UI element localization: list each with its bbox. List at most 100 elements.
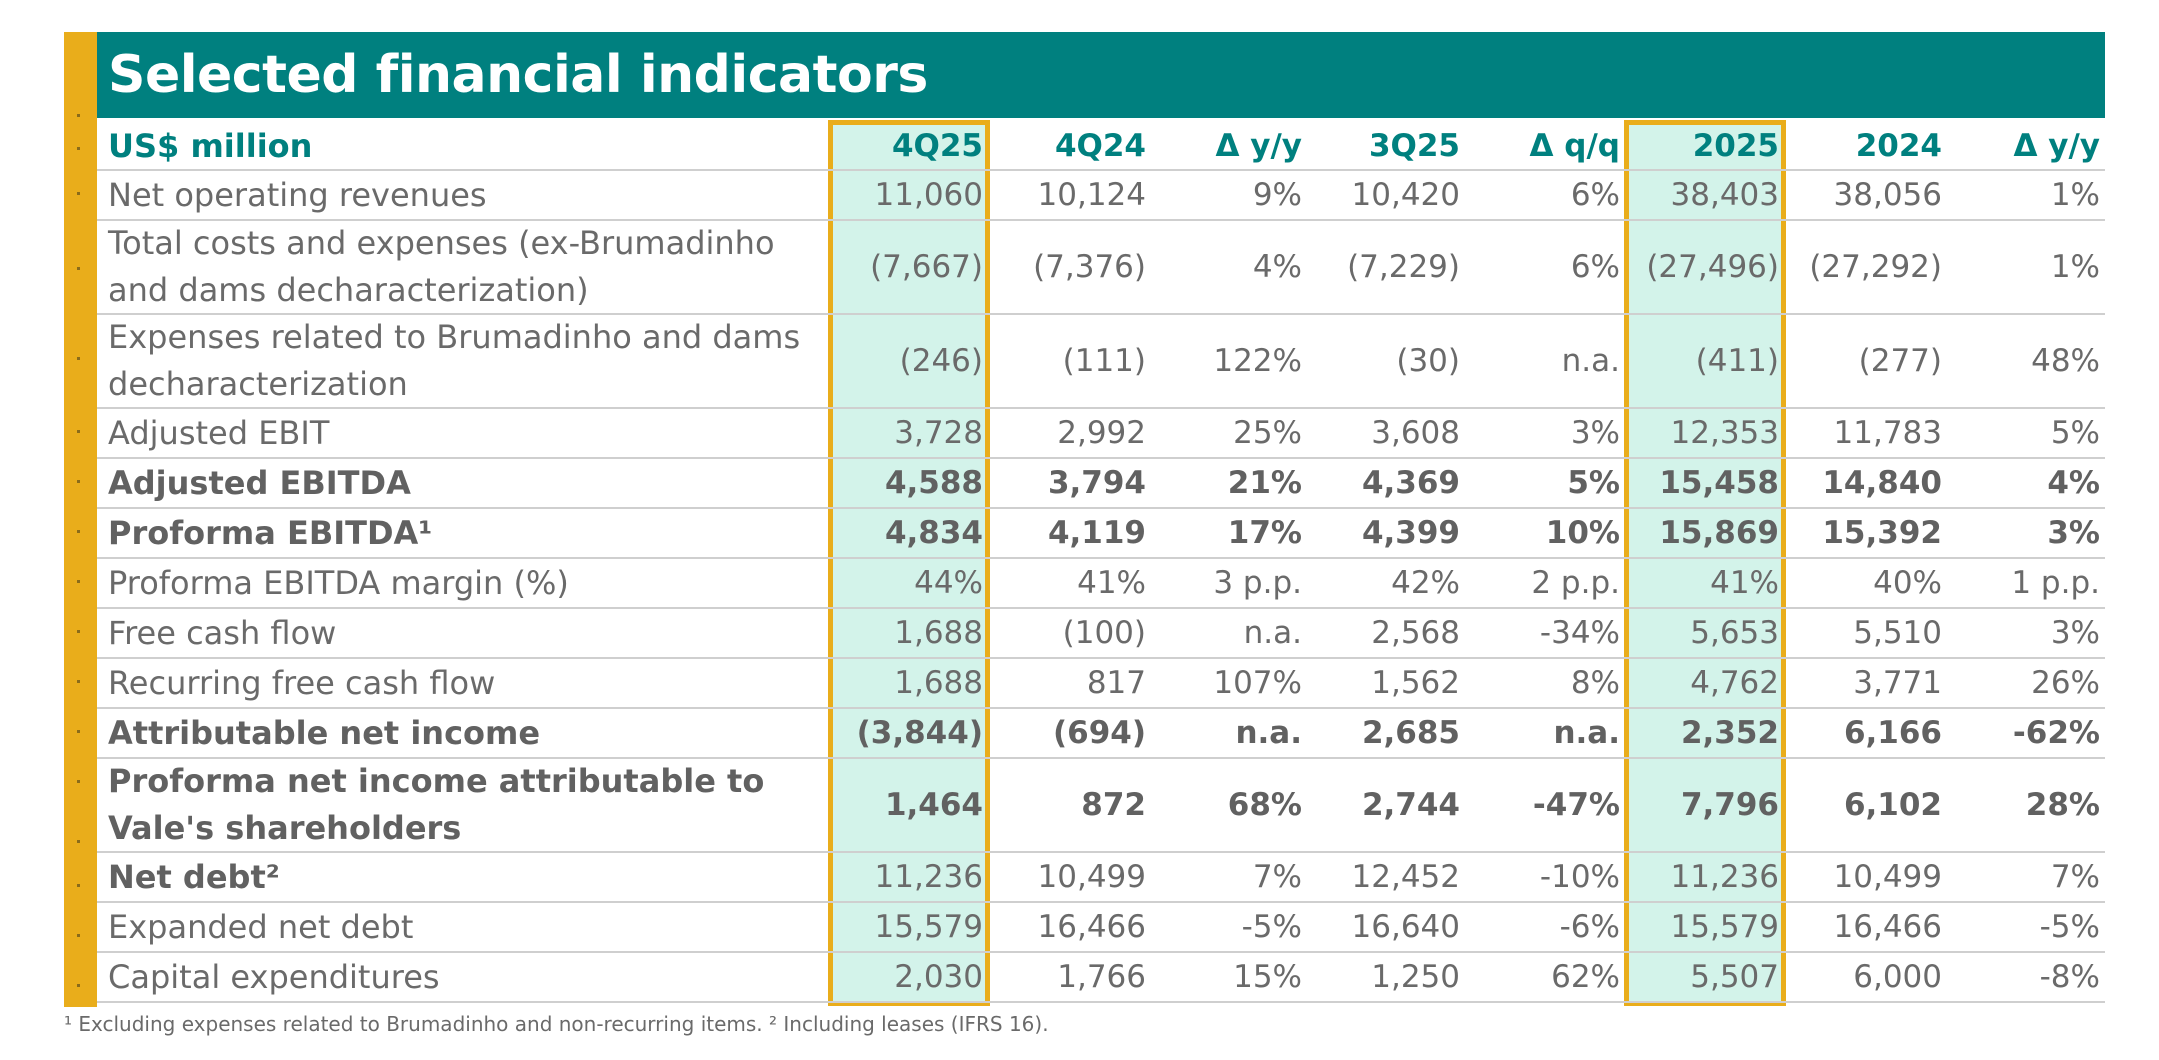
table-cell: 68% <box>1227 787 1302 823</box>
bar-dot <box>77 530 80 533</box>
table-cell: n.a. <box>1561 343 1620 379</box>
table-row: Proforma EBITDA margin (%) 44% 41% 3 p.p. 42… <box>0 558 2159 608</box>
table-cell: -34% <box>1539 615 1620 651</box>
table-cell: 1,766 <box>1057 959 1146 995</box>
table-cell: 1 p.p. <box>2011 565 2100 601</box>
row-label: Proforma EBITDA¹ <box>108 513 433 552</box>
table-row: Proforma EBITDA¹ 4,834 4,119 17% 4,399 10% 15,… <box>0 508 2159 558</box>
table-cell: (111) <box>1062 343 1146 379</box>
table-cell: 1,688 <box>894 665 983 701</box>
bar-dot <box>77 840 80 843</box>
table-cell: 11,060 <box>874 177 983 213</box>
table-cell: 38,056 <box>1833 177 1942 213</box>
column-header: 4Q25 <box>891 128 983 164</box>
row-divider <box>97 607 2105 609</box>
table-cell: (7,376) <box>1033 249 1146 285</box>
row-divider <box>97 901 2105 903</box>
row-label: Recurring free cash flow <box>108 663 496 702</box>
table-cell: 44% <box>914 565 983 601</box>
table-cell: 5,653 <box>1690 615 1779 651</box>
table-cell: 3,771 <box>1853 665 1942 701</box>
column-header: 2025 <box>1692 128 1779 164</box>
table-cell: 3,794 <box>1047 465 1146 501</box>
table-cell: 1,250 <box>1371 959 1460 995</box>
table-row: Proforma net income attributable to Vale… <box>0 758 2159 852</box>
table-cell: 10,420 <box>1351 177 1460 213</box>
table-cell: (30) <box>1396 343 1460 379</box>
row-label: Net operating revenues <box>108 175 487 214</box>
bar-dot <box>77 934 80 937</box>
table-cell: 817 <box>1086 665 1146 701</box>
bar-dot <box>77 480 80 483</box>
table-row: Adjusted EBITDA 4,588 3,794 21% 4,369 5% 15,45… <box>0 458 2159 508</box>
table-cell: (7,229) <box>1347 249 1460 285</box>
table-cell: 4% <box>2047 465 2100 501</box>
table-cell: -62% <box>2012 715 2100 751</box>
table-cell: -5% <box>2039 909 2100 945</box>
table-cell: 11,236 <box>1670 859 1779 895</box>
column-header: 3Q25 <box>1368 128 1460 164</box>
table-cell: 3 p.p. <box>1213 565 1302 601</box>
table-cell: 28% <box>2025 787 2100 823</box>
table-cell: 4,762 <box>1690 665 1779 701</box>
table-cell: 16,466 <box>1037 909 1146 945</box>
page-title: Selected financial indicators <box>108 45 928 105</box>
table-cell: 4,399 <box>1361 515 1460 551</box>
table-cell: 15,392 <box>1822 515 1942 551</box>
table-header-row: US$ million 4Q25 4Q24 Δ y/y 3Q25 Δ q/q 2… <box>0 122 2159 170</box>
row-label: Proforma net income attributable to Vale… <box>108 762 765 847</box>
table-cell: (246) <box>899 343 983 379</box>
table-cell: 4,834 <box>884 515 983 551</box>
unit-label: US$ million <box>108 126 313 165</box>
table-cell: 107% <box>1213 665 1302 701</box>
row-divider <box>97 407 2105 409</box>
row-divider <box>97 951 2105 953</box>
table-cell: 6% <box>1570 177 1620 213</box>
table-cell: n.a. <box>1553 715 1620 751</box>
column-header: 2024 <box>1855 128 1942 164</box>
bar-dot <box>77 630 80 633</box>
table-row: Total costs and expenses (ex-Brumadinho … <box>0 220 2159 314</box>
table-cell: 1,464 <box>884 787 983 823</box>
table-cell: 2,568 <box>1371 615 1460 651</box>
table-row: Expenses related to Brumadinho and dams … <box>0 314 2159 408</box>
table-row: Capital expenditures 2,030 1,766 15% 1,250 62… <box>0 952 2159 1002</box>
table-cell: 48% <box>2031 343 2100 379</box>
table-cell: 2,744 <box>1361 787 1460 823</box>
table-cell: 15,579 <box>874 909 983 945</box>
table-cell: 2,992 <box>1057 415 1146 451</box>
table-cell: 4,119 <box>1047 515 1146 551</box>
table-cell: 6,000 <box>1853 959 1942 995</box>
bar-dot <box>77 192 80 195</box>
table-cell: 1,688 <box>894 615 983 651</box>
bar-dot <box>77 884 80 887</box>
bar-dot <box>77 730 80 733</box>
table-cell: (100) <box>1062 615 1146 651</box>
table-cell: -5% <box>1241 909 1302 945</box>
table-cell: 1,562 <box>1371 665 1460 701</box>
row-label: Free cash flow <box>108 613 337 652</box>
table-cell: 3% <box>1570 415 1620 451</box>
row-label: Expanded net debt <box>108 907 414 946</box>
row-divider <box>97 657 2105 659</box>
bar-dot <box>77 580 80 583</box>
table-cell: n.a. <box>1243 615 1302 651</box>
table-cell: 42% <box>1391 565 1460 601</box>
table-cell: 12,353 <box>1670 415 1779 451</box>
table-cell: -47% <box>1532 787 1620 823</box>
table-cell: 15% <box>1233 959 1302 995</box>
row-divider <box>97 507 2105 509</box>
row-label: Expenses related to Brumadinho and dams … <box>108 318 801 403</box>
table-cell: 3% <box>2047 515 2100 551</box>
table-cell: (27,292) <box>1809 249 1942 285</box>
column-header: 4Q24 <box>1054 128 1146 164</box>
bar-dot <box>77 780 80 783</box>
table-cell: (3,844) <box>856 715 983 751</box>
table-cell: 16,640 <box>1351 909 1460 945</box>
table-cell: 4% <box>1252 249 1302 285</box>
row-divider <box>97 457 2105 459</box>
table-cell: 10,499 <box>1833 859 1942 895</box>
table-cell: 4,588 <box>884 465 983 501</box>
row-label: Total costs and expenses (ex-Brumadinho … <box>108 224 775 309</box>
table-cell: 7% <box>2050 859 2100 895</box>
